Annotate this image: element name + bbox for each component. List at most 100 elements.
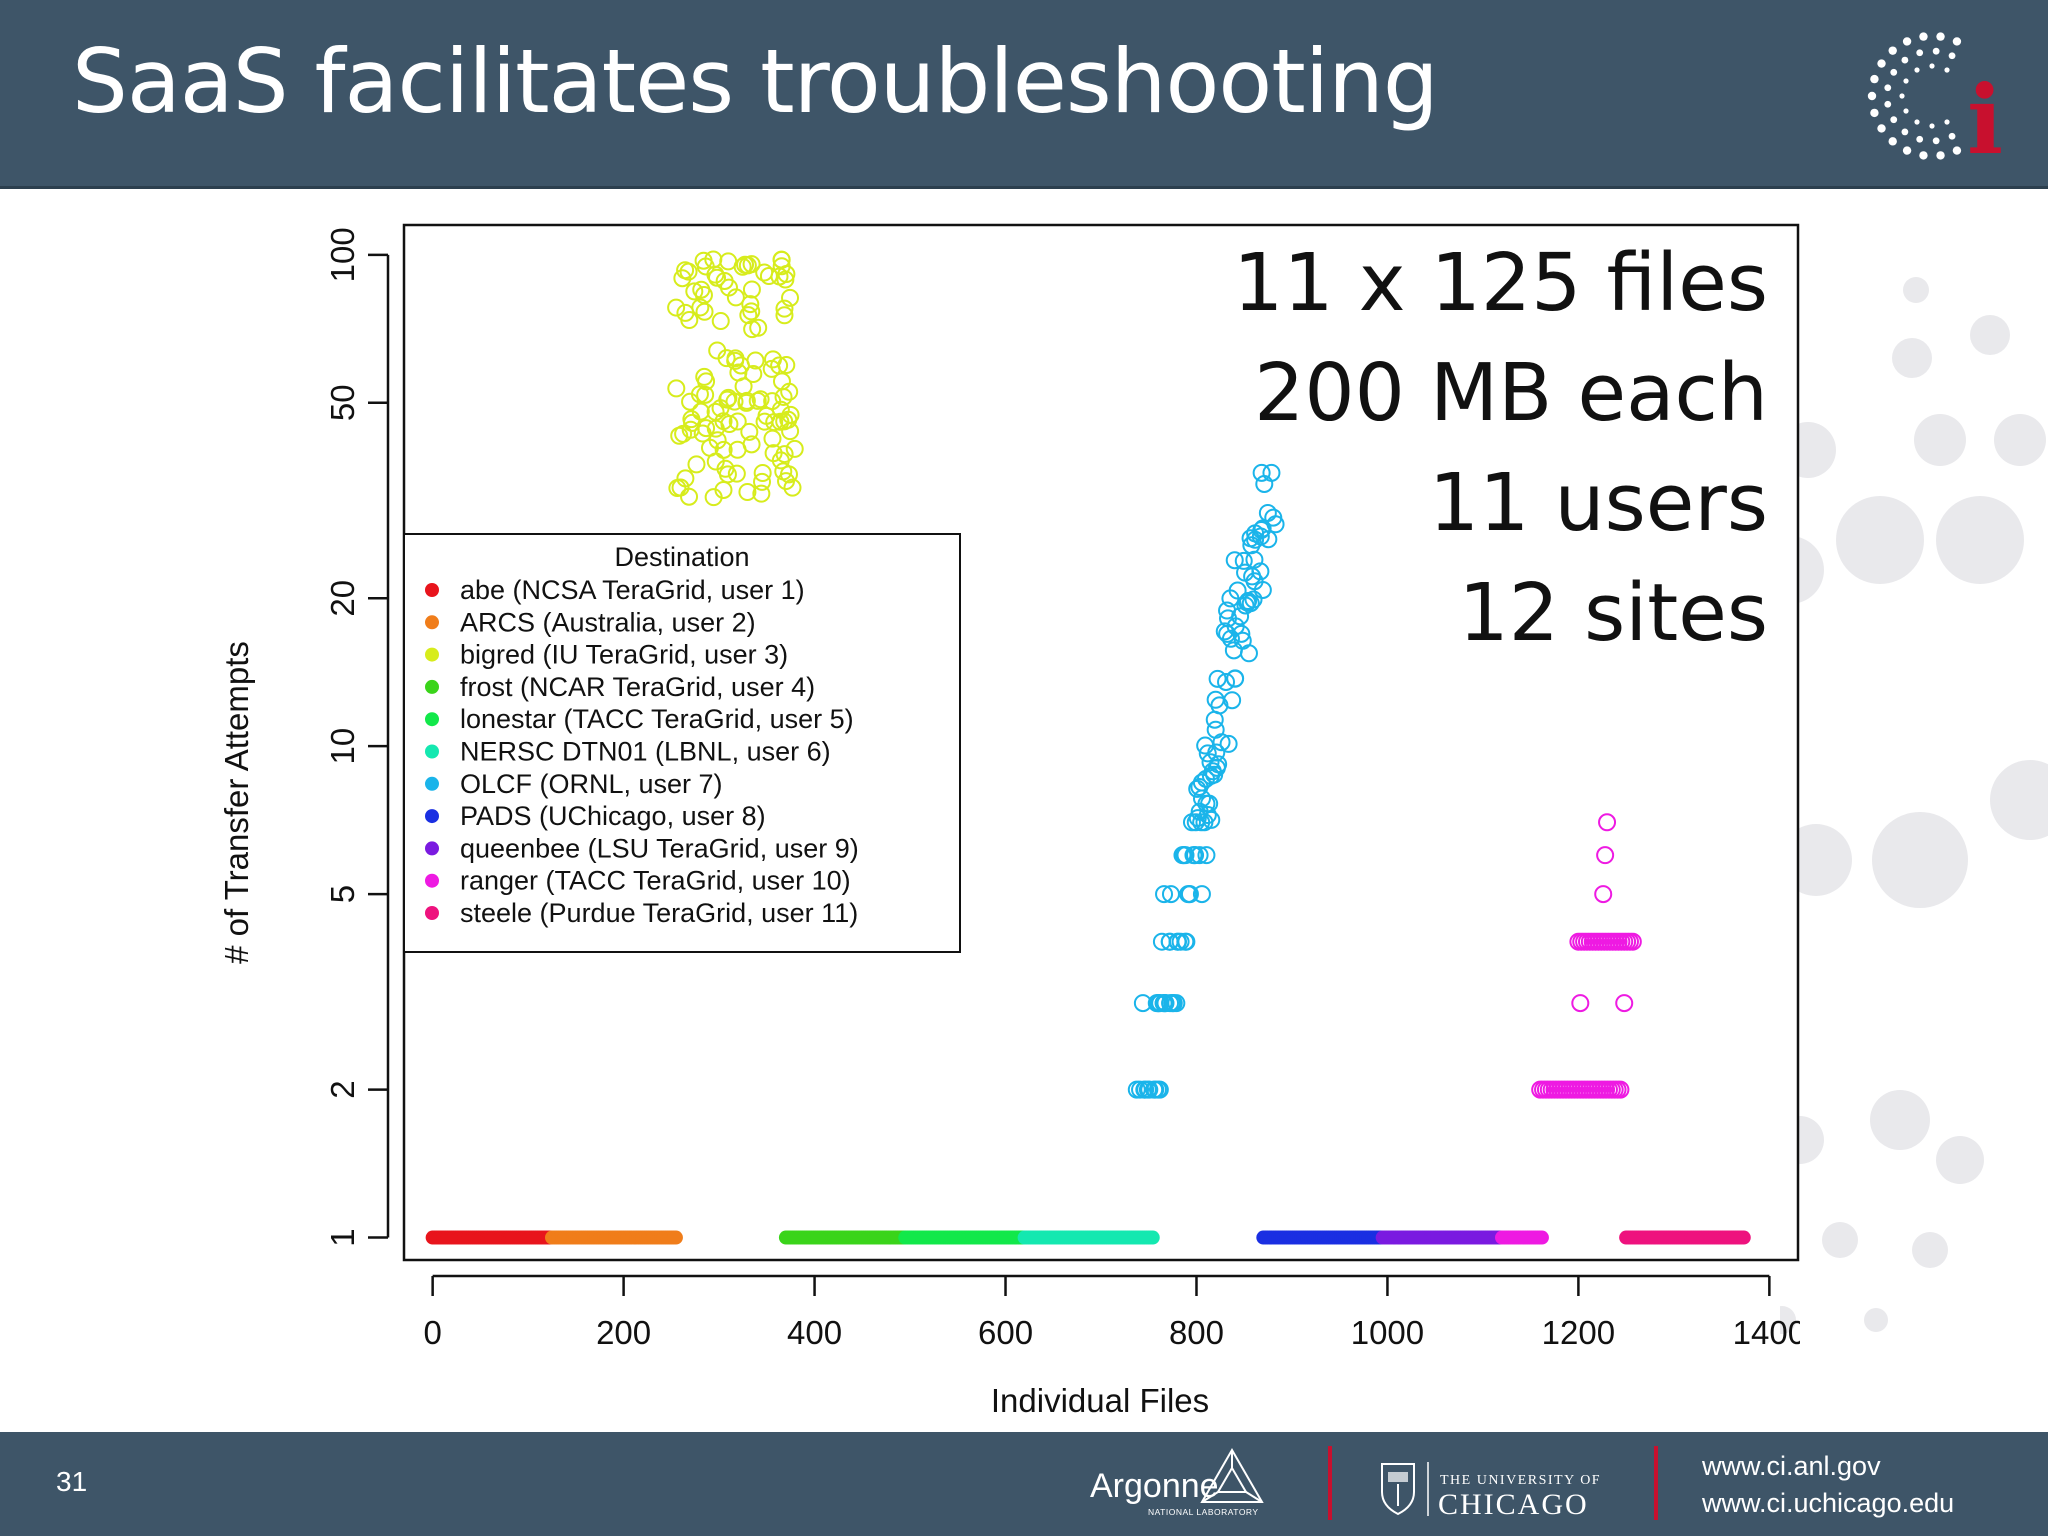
y-axis-label: # of Transfer Attempts	[218, 641, 255, 964]
data-point	[718, 465, 737, 484]
data-point	[746, 351, 765, 370]
data-point	[1615, 994, 1634, 1013]
slide-header: SaaS facilitates troubleshooting i	[0, 0, 2048, 189]
data-point	[1241, 594, 1260, 613]
data-point	[1243, 567, 1262, 586]
data-point	[687, 455, 706, 474]
data-point	[1198, 744, 1217, 763]
decorative-dot	[1990, 760, 2048, 840]
data-point	[1225, 551, 1244, 570]
data-point	[1259, 530, 1278, 549]
legend-marker	[425, 679, 439, 694]
data-point	[1210, 696, 1229, 715]
data-point	[719, 388, 738, 407]
data-point	[695, 367, 714, 386]
logo-dot	[1903, 108, 1909, 114]
logo-dot	[1902, 37, 1912, 46]
x-tick-label: 0	[423, 1314, 441, 1351]
footer-url-anl[interactable]: www.ci.anl.gov	[1702, 1451, 1881, 1481]
data-point	[770, 267, 789, 286]
logo-dot	[1884, 100, 1892, 108]
data-point	[1534, 1230, 1549, 1245]
logo-dot	[1888, 46, 1897, 55]
data-point	[765, 413, 784, 432]
data-point	[1262, 463, 1281, 482]
data-point	[1228, 581, 1247, 600]
footer-separator	[1328, 1446, 1332, 1520]
logo-dot	[1932, 47, 1940, 55]
slide-number: 31	[56, 1466, 88, 1497]
legend-label: ARCS (Australia, user 2)	[460, 607, 756, 637]
legend-marker	[425, 841, 439, 856]
data-point	[744, 364, 763, 383]
logo-dot	[1948, 132, 1956, 140]
data-point	[1231, 607, 1250, 626]
logo-dot	[1952, 37, 1962, 46]
legend-label: abe (NCSA TeraGrid, user 1)	[460, 575, 805, 605]
logo-dot	[1916, 135, 1924, 143]
data-point	[1174, 846, 1193, 865]
data-point	[711, 312, 730, 331]
data-point	[1623, 932, 1642, 951]
ci-logo-letter-i: i	[1967, 65, 2003, 168]
uchicago-line1: THE UNIVERSITY OF	[1440, 1473, 1601, 1488]
logo-dot	[1870, 74, 1879, 84]
logo-dot	[1902, 146, 1912, 155]
legend-marker	[425, 906, 439, 920]
legend-label: OLCF (ORNL, user 7)	[460, 769, 723, 799]
logo-dot	[1948, 52, 1956, 60]
logo-dot	[1901, 128, 1909, 136]
data-point	[1252, 463, 1271, 482]
logo-dot	[1901, 56, 1909, 64]
logo-dot	[1890, 68, 1898, 76]
logo-dot	[1916, 49, 1924, 57]
data-point	[1198, 806, 1217, 825]
annotation-line: 11 x 125 files	[1233, 237, 1768, 329]
y-tick-label: 1	[324, 1228, 361, 1246]
data-point	[1251, 527, 1270, 546]
legend-marker	[425, 647, 439, 662]
logo-dot	[1877, 124, 1886, 133]
data-point	[704, 488, 723, 507]
logo-dot	[1914, 67, 1920, 73]
data-point	[680, 311, 699, 330]
logo-dot	[1929, 123, 1935, 129]
data-point	[764, 350, 783, 369]
data-point	[714, 440, 733, 459]
data-point	[785, 439, 804, 458]
data-point	[685, 282, 704, 301]
data-point	[775, 299, 794, 318]
data-point	[1192, 885, 1211, 904]
logo-dot	[1944, 67, 1950, 73]
data-point	[1179, 885, 1198, 904]
data-point	[1197, 846, 1216, 865]
data-point	[1207, 743, 1226, 762]
data-point	[726, 351, 745, 370]
legend-marker	[425, 615, 439, 630]
data-point	[1223, 691, 1242, 710]
logo-dot	[1952, 146, 1962, 155]
legend-box	[403, 533, 961, 953]
x-tick-label: 200	[596, 1314, 651, 1351]
data-point	[708, 431, 727, 450]
logo-dot	[1884, 84, 1892, 92]
ci-dot-logo: i	[1867, 32, 2003, 168]
data-point	[670, 426, 689, 445]
logo-dot	[1944, 119, 1950, 125]
data-point	[1156, 994, 1175, 1013]
x-tick-label: 1000	[1351, 1314, 1424, 1351]
data-point	[749, 318, 768, 337]
data-point	[1253, 580, 1272, 599]
legend-marker	[425, 809, 439, 824]
argonne-name: Argonne	[1090, 1467, 1219, 1505]
decorative-dot	[1870, 1090, 1930, 1150]
decorative-dot	[1836, 496, 1924, 584]
decorative-dot	[1872, 812, 1968, 908]
decorative-dot	[1780, 1306, 1796, 1334]
data-point	[738, 256, 757, 275]
logo-dot	[1919, 32, 1928, 41]
footer-url-uchicago[interactable]: www.ci.uchicago.edu	[1702, 1488, 1955, 1518]
data-point	[1232, 624, 1251, 643]
logo-dot	[1890, 116, 1898, 124]
data-point	[1219, 734, 1238, 753]
